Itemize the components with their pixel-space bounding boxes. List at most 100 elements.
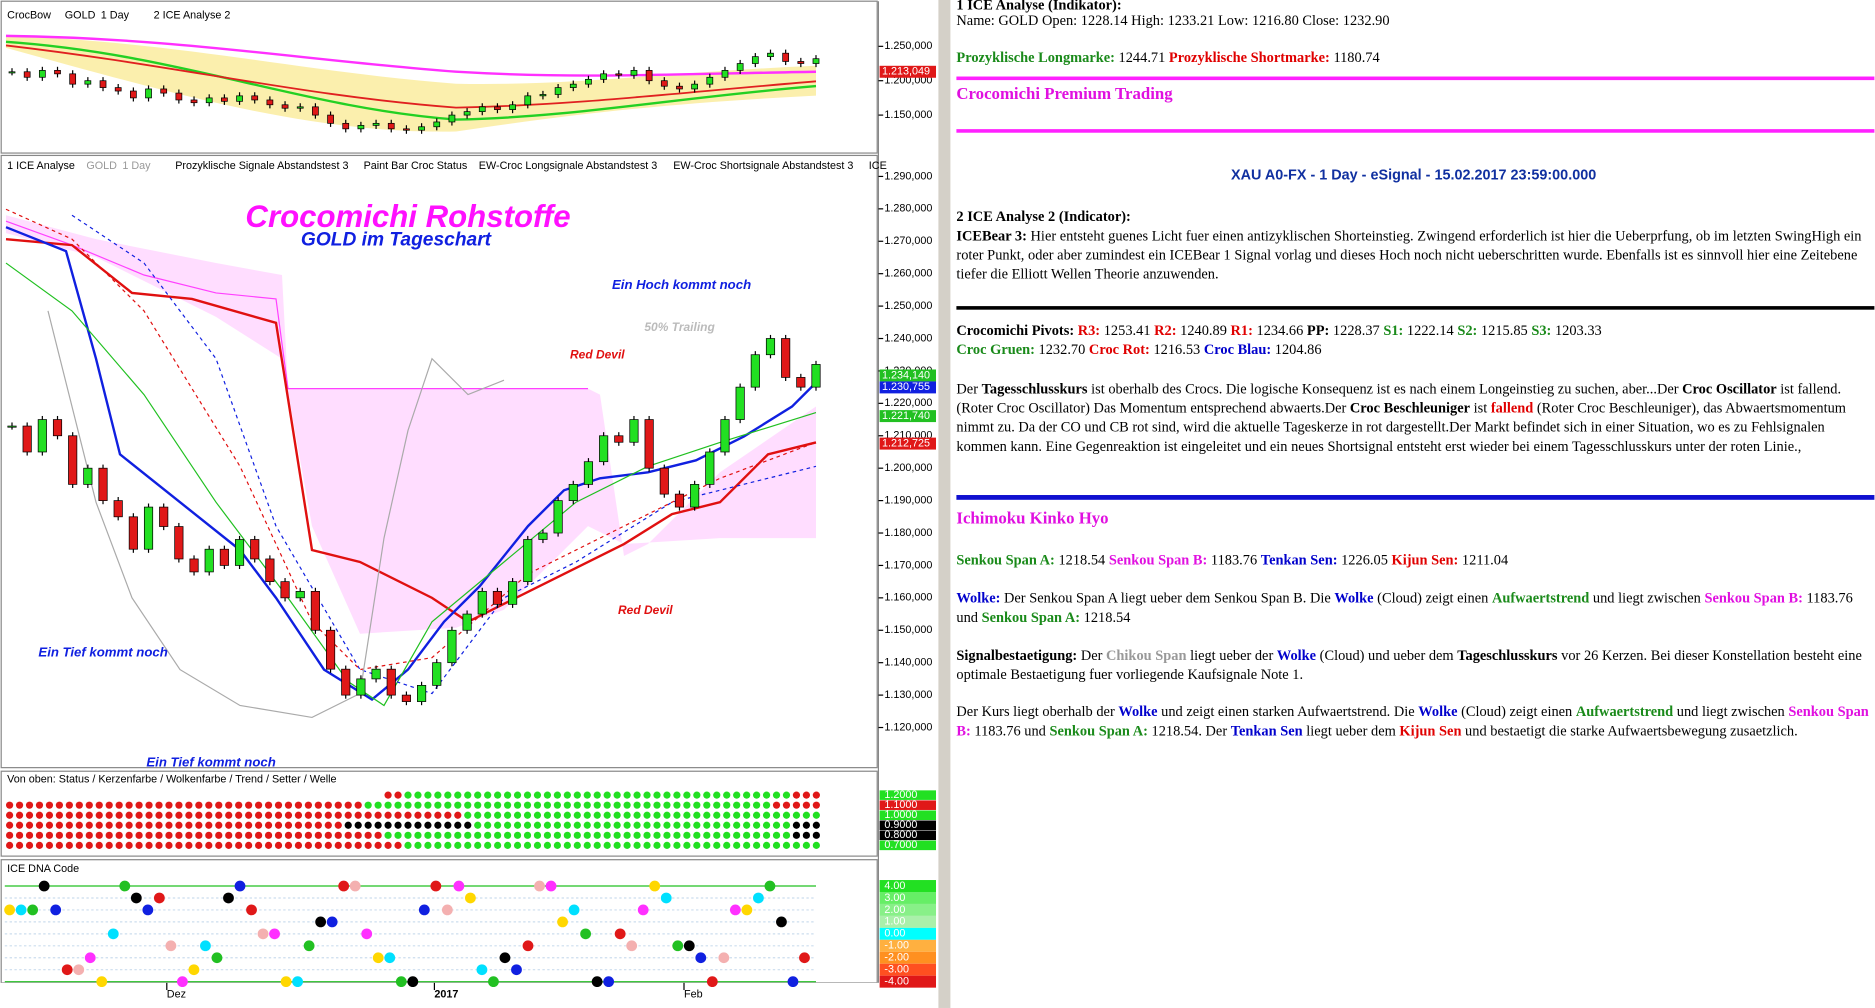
text-segment: 1218.54. Der: [1147, 722, 1231, 739]
status-dot: [683, 801, 691, 809]
text-block: 1 ICE Analyse (Indikator):: [956, 0, 1870, 14]
dna-dot: [96, 976, 108, 988]
status-dot: [474, 841, 482, 849]
status-dot: [494, 811, 502, 819]
status-dot: [105, 841, 113, 849]
status-dot: [125, 831, 133, 839]
candle: [312, 106, 319, 116]
y-tick-label: 1.160,000: [884, 592, 932, 604]
status-dot: [414, 791, 422, 799]
status-dot: [205, 801, 213, 809]
candle: [295, 591, 305, 599]
status-dot: [25, 801, 34, 809]
status-dot: [135, 841, 143, 849]
status-dot: [344, 831, 352, 839]
y-tick-label: 1.280,000: [884, 203, 932, 215]
status-dot: [374, 801, 382, 809]
dna-dot: [61, 964, 73, 976]
status-dot: [55, 831, 64, 839]
status-dot: [195, 801, 203, 809]
candle: [765, 338, 776, 356]
text-block: Crocomichi Pivots: R3: 1253.41 R2: 1240.…: [956, 320, 1870, 339]
text-segment: Name: GOLD Open: 1228.14 High: 1233.21 L…: [956, 11, 1390, 29]
status-dot: [613, 791, 621, 799]
status-dot: [603, 841, 611, 849]
background: [0, 0, 938, 1008]
status-dot: [15, 821, 24, 829]
status-dot: [792, 841, 801, 849]
y-tick-label: 1.240,000: [884, 332, 932, 344]
panel-frame: [0, 154, 878, 769]
divider: [956, 495, 1875, 500]
status-dot: [733, 801, 741, 809]
candle: [539, 94, 547, 97]
candle: [114, 87, 122, 92]
status-dot: [762, 801, 771, 809]
status-dot: [523, 831, 532, 839]
status-dot: [414, 821, 422, 829]
level-label: -3.00: [884, 964, 909, 976]
text-segment: Croc Beschleuniger: [1349, 399, 1471, 417]
status-dot: [573, 801, 581, 809]
status-dot: [633, 841, 641, 849]
text-segment: (Cloud) und ueber dem: [1316, 646, 1458, 664]
status-dot: [454, 831, 462, 839]
status-dot: [434, 831, 442, 839]
level-label: 1.1000: [884, 799, 917, 811]
candle: [585, 78, 592, 85]
level-label: -2.00: [884, 952, 909, 964]
status-dot: [484, 821, 492, 829]
candle: [448, 114, 456, 123]
status-dot: [693, 801, 701, 809]
dna-dot: [338, 880, 350, 892]
level-tag: [879, 891, 937, 904]
annotation: Red Devil: [618, 603, 673, 617]
dna-dot: [119, 880, 131, 892]
candle: [23, 71, 31, 78]
dna-dot: [637, 904, 649, 916]
status-dot: [324, 821, 332, 829]
candle: [523, 539, 533, 583]
candle: [84, 80, 92, 85]
status-dot: [354, 811, 362, 819]
status-dot: [404, 841, 412, 849]
status-dot: [573, 811, 581, 819]
status-dot: [523, 801, 532, 809]
status-dot: [284, 821, 293, 829]
status-dot: [424, 791, 432, 799]
status-dot: [593, 821, 601, 829]
status-dot: [623, 791, 631, 799]
status-dot: [513, 841, 522, 849]
candle: [736, 63, 744, 71]
status-dot: [274, 811, 283, 819]
price-tag-label: 1.234,140: [882, 369, 930, 381]
status-dot: [165, 821, 173, 829]
price-tag: [879, 437, 937, 450]
level-tag: [879, 963, 937, 976]
text-segment: Tenkan Sen: [1230, 722, 1303, 739]
status-dot: [235, 811, 243, 819]
status-dot: [274, 821, 283, 829]
status-dot: [782, 841, 791, 849]
status-dot: [523, 821, 532, 829]
status-dot: [683, 811, 691, 819]
dna-dot: [418, 904, 430, 916]
status-dot: [175, 841, 183, 849]
price-tag-label: 1.221,740: [882, 410, 930, 422]
status-dot: [145, 831, 153, 839]
status-dot: [623, 821, 631, 829]
status-dot: [284, 811, 293, 819]
candle: [735, 386, 745, 420]
status-dot: [235, 841, 243, 849]
status-dot: [354, 821, 362, 829]
status-dot: [603, 791, 611, 799]
status-dot: [723, 841, 731, 849]
divider: [956, 76, 1875, 81]
status-dot: [703, 821, 711, 829]
date-label: Dez: [167, 989, 186, 1001]
candle: [691, 83, 699, 90]
candle: [341, 668, 351, 696]
status-dot: [6, 811, 14, 819]
status-dot: [215, 821, 223, 829]
dna-dot: [153, 892, 165, 904]
